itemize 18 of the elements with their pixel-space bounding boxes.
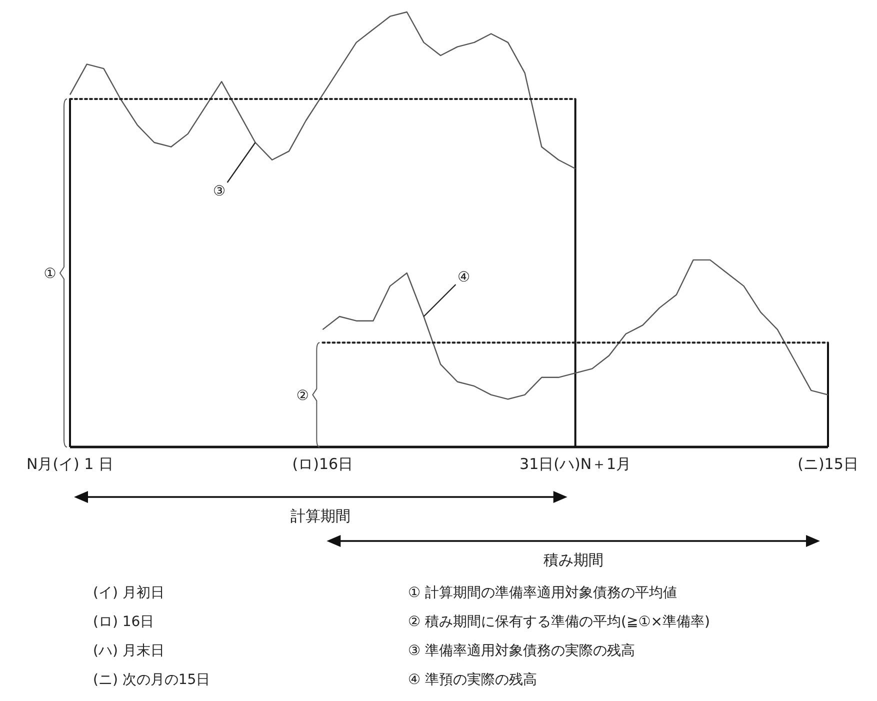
text: 積み期間: [543, 551, 604, 569]
x-tick-label: (ロ)16日: [292, 455, 354, 473]
text: ① 計算期間の準備率適用対象債務の平均値: [408, 585, 678, 601]
x-tick-label: 31日(ハ)N＋1月: [520, 455, 632, 473]
text: ③ 準備率適用対象債務の実際の残高: [408, 643, 636, 659]
annotation: ③: [213, 184, 226, 200]
text: ①: [44, 266, 56, 282]
x-tick-label: N月(イ) 1 日: [26, 455, 114, 473]
text: ④ 準預の実際の残高: [408, 672, 538, 688]
text: 計算期間: [290, 507, 351, 525]
annotation: ④: [457, 270, 470, 286]
text: (ニ) 次の月の15日: [93, 672, 210, 688]
text: (ハ) 月末日: [93, 643, 164, 659]
annotation: ②: [296, 388, 309, 404]
x-tick-label: (ニ)15日: [798, 455, 858, 473]
text: (ロ) 16日: [93, 614, 154, 630]
text: ② 積み期間に保有する準備の平均(≧①×準備率): [408, 614, 710, 630]
text: (イ) 月初日: [93, 585, 164, 601]
